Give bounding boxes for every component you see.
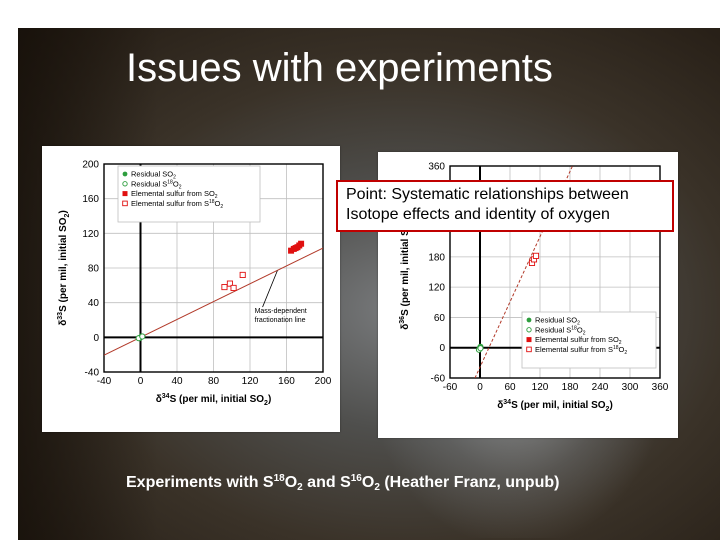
y-tick-label: 180 bbox=[428, 252, 445, 263]
callout-line-2: Isotope effects and identity of oxygen bbox=[346, 206, 610, 223]
chart-d36s-svg: -60060120180240300360-600601201802403003… bbox=[399, 162, 669, 414]
y-tick-label: 40 bbox=[88, 298, 100, 309]
point-residual-s18o2 bbox=[139, 333, 146, 340]
legend-label: Elemental sulfur from SO2 bbox=[535, 335, 622, 346]
y-tick-label: 120 bbox=[428, 283, 445, 294]
slide-title: Issues with experiments bbox=[126, 46, 553, 90]
y-tick-label: 160 bbox=[82, 194, 99, 205]
x-tick-label: 0 bbox=[477, 382, 483, 393]
y-tick-label: 60 bbox=[434, 313, 446, 324]
caption-prefix: Experiments with S bbox=[126, 474, 274, 491]
legend-marker bbox=[122, 181, 128, 187]
y-tick-label: 360 bbox=[428, 162, 445, 173]
legend-box bbox=[117, 165, 261, 223]
x-axis-label: δ34S (per mil, initial SO2) bbox=[497, 399, 613, 413]
x-tick-label: 60 bbox=[504, 382, 516, 393]
legend-label: Elemental sulfur from SO2 bbox=[131, 189, 218, 200]
legend-label: Residual S18O2 bbox=[131, 179, 182, 190]
x-tick-label: 40 bbox=[171, 376, 183, 387]
y-axis-label: δ33S (per mil, initial SO2) bbox=[57, 210, 71, 326]
plot-frame bbox=[449, 165, 661, 379]
x-tick-label: 300 bbox=[622, 382, 639, 393]
legend-marker bbox=[526, 337, 532, 343]
y-tick-label: 0 bbox=[93, 333, 99, 344]
y-tick-label: 80 bbox=[88, 264, 100, 275]
annotation-text-2: fractionation line bbox=[255, 317, 306, 324]
point-residual-s18o2 bbox=[477, 345, 484, 352]
plot-frame bbox=[103, 163, 324, 373]
reference-line bbox=[474, 166, 573, 378]
caption-isotope-16: 16 bbox=[350, 473, 362, 484]
x-tick-label: 360 bbox=[652, 382, 669, 393]
point-elemental-sulfur-from-s18o2 bbox=[532, 252, 540, 259]
annotation-text-1: Mass-dependent bbox=[255, 308, 307, 315]
x-axis-label: δ34S (per mil, initial SO2) bbox=[156, 393, 272, 407]
x-tick-label: 0 bbox=[138, 376, 144, 387]
annotation-leader bbox=[262, 270, 278, 308]
x-tick-label: 120 bbox=[532, 382, 549, 393]
x-tick-label: -60 bbox=[443, 382, 458, 393]
x-tick-label: 160 bbox=[278, 376, 295, 387]
x-tick-label: 200 bbox=[315, 376, 332, 387]
y-tick-label: 200 bbox=[82, 160, 99, 171]
legend-marker bbox=[526, 327, 532, 333]
legend-marker bbox=[526, 317, 532, 323]
caption-and: and S bbox=[302, 474, 351, 491]
caption-sub-2a: 2 bbox=[297, 482, 303, 493]
chart-d33s-vs-d34s: -40 0 40 80 120 160 200 -40 0 40 80 120 160 200 δ34S (… bbox=[42, 146, 340, 432]
legend-label: Residual SO2 bbox=[131, 170, 176, 181]
legend-marker bbox=[122, 171, 128, 177]
legend-label: Elemental sulfur from S18O2 bbox=[131, 199, 223, 210]
x-tick-label: -40 bbox=[97, 376, 112, 387]
x-tick-label: 80 bbox=[208, 376, 220, 387]
callout-line-1: Point: Systematic relationships between bbox=[346, 186, 629, 203]
legend-label: Residual S18O2 bbox=[535, 325, 586, 336]
point-elemental-sulfur-from-s18o2 bbox=[226, 280, 233, 287]
legend-label: Residual SO2 bbox=[535, 316, 580, 327]
legend-marker bbox=[122, 191, 128, 197]
legend-marker bbox=[526, 346, 532, 353]
legend-label: Elemental sulfur from S18O2 bbox=[535, 345, 627, 356]
legend-box bbox=[521, 311, 657, 369]
chart-d33s-svg: -40 0 40 80 120 160 200 -40 0 40 80 120 160 200 δ34S (… bbox=[57, 160, 332, 408]
legend-marker bbox=[122, 200, 128, 207]
caption-o1: O bbox=[284, 474, 298, 491]
slide-caption: Experiments with S18O2 and S16O2 (Heathe… bbox=[126, 473, 559, 493]
caption-isotope-18: 18 bbox=[273, 473, 285, 484]
y-tick-label: 0 bbox=[439, 343, 445, 354]
point-elemental-sulfur-from-s18o2 bbox=[239, 271, 246, 278]
x-tick-label: 240 bbox=[592, 382, 609, 393]
caption-suffix: (Heather Franz, unpub) bbox=[379, 474, 560, 491]
x-tick-label: 120 bbox=[242, 376, 259, 387]
caption-sub-2b: 2 bbox=[374, 482, 380, 493]
point-elemental-sulfur-from-s18o2 bbox=[221, 284, 228, 291]
y-tick-label: -60 bbox=[431, 374, 446, 385]
callout-box: Point: Systematic relationships between … bbox=[336, 180, 674, 232]
caption-o2: O bbox=[361, 474, 375, 491]
x-tick-label: 180 bbox=[562, 382, 579, 393]
point-elemental-sulfur-from-so2 bbox=[298, 240, 305, 247]
y-tick-label: -40 bbox=[85, 368, 100, 379]
point-elemental-sulfur-from-s18o2 bbox=[230, 284, 237, 291]
y-tick-label: 120 bbox=[82, 229, 99, 240]
